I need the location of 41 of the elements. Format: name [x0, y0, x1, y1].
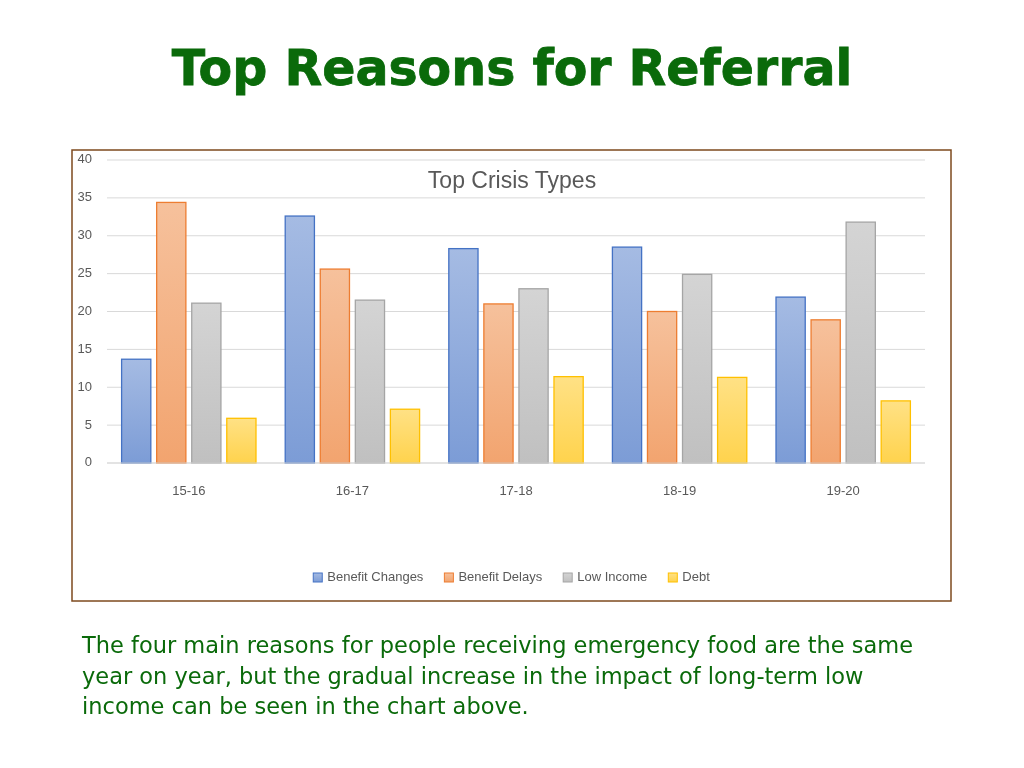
x-tick-label: 19-20 [826, 483, 860, 499]
bar [518, 288, 549, 464]
y-tick-label: 0 [84, 454, 92, 470]
bar [354, 299, 386, 464]
bar [845, 221, 876, 464]
bar [553, 376, 584, 464]
bar [483, 303, 514, 464]
y-tick-label: 25 [77, 265, 92, 281]
bar [716, 376, 748, 464]
bar [775, 296, 806, 464]
text: The four main reasons for people receiving emergency food are the same year on year, but the gradual increase in the impact of long-term low income can be seen in the chart above. [81, 632, 914, 719]
chart-title: Top Reasons for Referral [171, 40, 853, 97]
y-tick-label: 30 [77, 227, 92, 243]
y-tick-label: 15 [77, 340, 92, 356]
bar [810, 319, 841, 464]
bar [191, 302, 222, 464]
legend-label: Benefit Delays [458, 569, 543, 585]
legend-label: Benefit Changes [327, 569, 424, 585]
bar [284, 215, 316, 464]
bar [681, 273, 713, 464]
y-tick-label: 20 [77, 302, 92, 318]
y-tick-label: 35 [77, 189, 92, 205]
y-tick-label: 40 [77, 151, 92, 167]
bar [448, 247, 479, 464]
bar [880, 400, 912, 464]
y-tick-label: 10 [77, 378, 92, 394]
x-tick-label: 18-19 [662, 483, 697, 499]
bar [226, 417, 257, 464]
x-tick-label: 16-17 [335, 483, 370, 499]
legend-label: Debt [682, 569, 711, 585]
legend-label: Low Income [577, 569, 648, 585]
bar [319, 268, 351, 464]
chart-subtitle: Top Crisis Types [427, 167, 597, 193]
bar [646, 310, 678, 464]
x-tick-label: 17-18 [499, 483, 533, 499]
y-tick-label: 5 [84, 416, 92, 432]
x-tick-label: 15-16 [172, 483, 206, 499]
bar [156, 201, 187, 464]
bar [120, 358, 152, 464]
bar [611, 246, 643, 464]
bar [389, 408, 421, 464]
